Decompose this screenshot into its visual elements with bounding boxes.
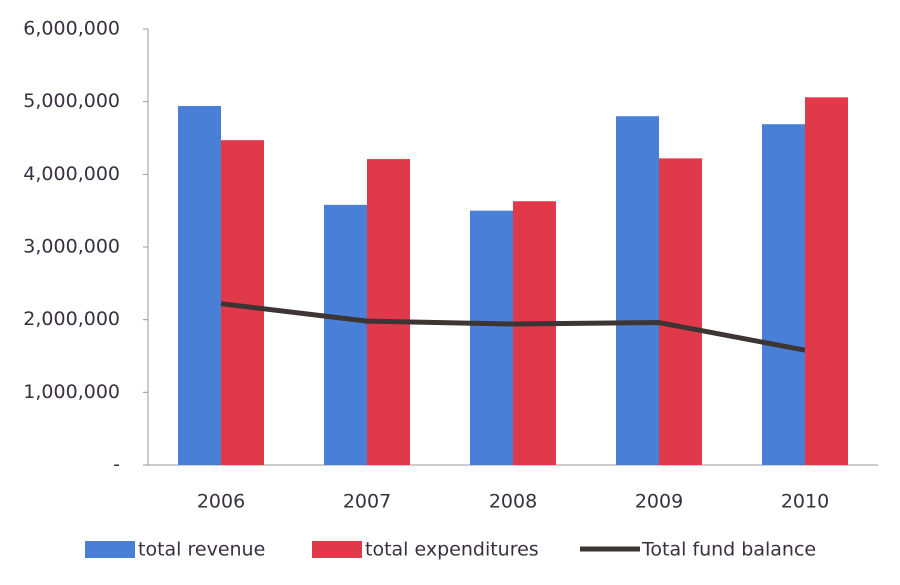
bar	[470, 210, 513, 465]
bar	[762, 124, 805, 466]
y-tick-label: 3,000,000	[23, 236, 120, 258]
bar	[513, 201, 556, 465]
bar	[805, 97, 848, 465]
line	[220, 301, 806, 353]
bar	[616, 116, 659, 465]
legend-label: Total fund balance	[641, 539, 816, 561]
y-tick-label: 1,000,000	[23, 381, 120, 403]
y-tick-label: 2,000,000	[23, 308, 120, 330]
x-tick-label: 2007	[343, 491, 391, 513]
y-tick-label: -	[113, 454, 120, 476]
y-tick-label: 6,000,000	[23, 18, 120, 40]
bar	[324, 204, 367, 465]
legend-swatch	[312, 541, 362, 558]
x-tick-label: 2008	[489, 491, 537, 513]
y-tick-label: 4,000,000	[23, 163, 120, 185]
bar	[367, 159, 410, 465]
bar	[178, 106, 221, 465]
x-tick-label: 2006	[197, 491, 245, 513]
legend-label: total expenditures	[365, 539, 539, 561]
bar	[659, 158, 702, 465]
y-tick-label: 5,000,000	[23, 90, 120, 112]
x-tick-label: 2009	[635, 491, 683, 513]
legend-swatch	[85, 541, 135, 558]
x-tick-label: 2010	[781, 491, 829, 513]
legend-label: total revenue	[138, 539, 265, 561]
